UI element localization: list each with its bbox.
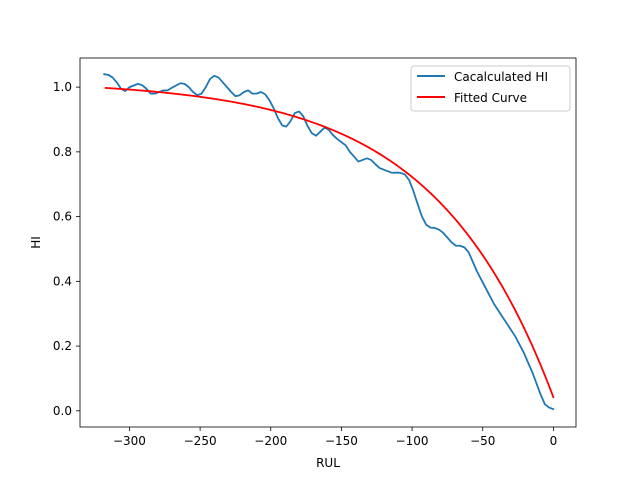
y-tick-label: 0.0 bbox=[53, 404, 72, 418]
x-axis-label: RUL bbox=[316, 456, 340, 470]
axes-frame bbox=[79, 57, 577, 428]
series-line-calculated-hi bbox=[103, 73, 555, 411]
y-tick-label: 1.0 bbox=[53, 80, 72, 94]
x-tick-label: −150 bbox=[325, 434, 358, 448]
axes: −300 −250 −200 −150 −100 −50 0 0.0 0.2 0.4 0.6 0.8 1… bbox=[53, 57, 577, 448]
x-tick-label: −50 bbox=[470, 434, 495, 448]
series-line-fitted-curve bbox=[104, 87, 555, 399]
x-tick-label: −250 bbox=[184, 434, 217, 448]
y-tick-label: 0.6 bbox=[53, 210, 72, 224]
x-tick-label: −200 bbox=[254, 434, 287, 448]
legend: Cacalculated HI Fitted Curve bbox=[410, 65, 571, 112]
legend-label-fitted-curve: Fitted Curve bbox=[454, 91, 527, 105]
x-tick-label: 0 bbox=[550, 434, 558, 448]
y-tick-label: 0.4 bbox=[53, 274, 72, 288]
x-tick-label: −300 bbox=[113, 434, 146, 448]
y-axis-label: HI bbox=[29, 236, 43, 249]
x-tick-label: −100 bbox=[396, 434, 429, 448]
legend-frame bbox=[410, 65, 571, 112]
plot-area bbox=[103, 73, 555, 411]
y-tick-label: 0.2 bbox=[53, 339, 72, 353]
legend-label-calculated-hi: Cacalculated HI bbox=[454, 70, 548, 84]
y-tick-label: 0.8 bbox=[53, 145, 72, 159]
